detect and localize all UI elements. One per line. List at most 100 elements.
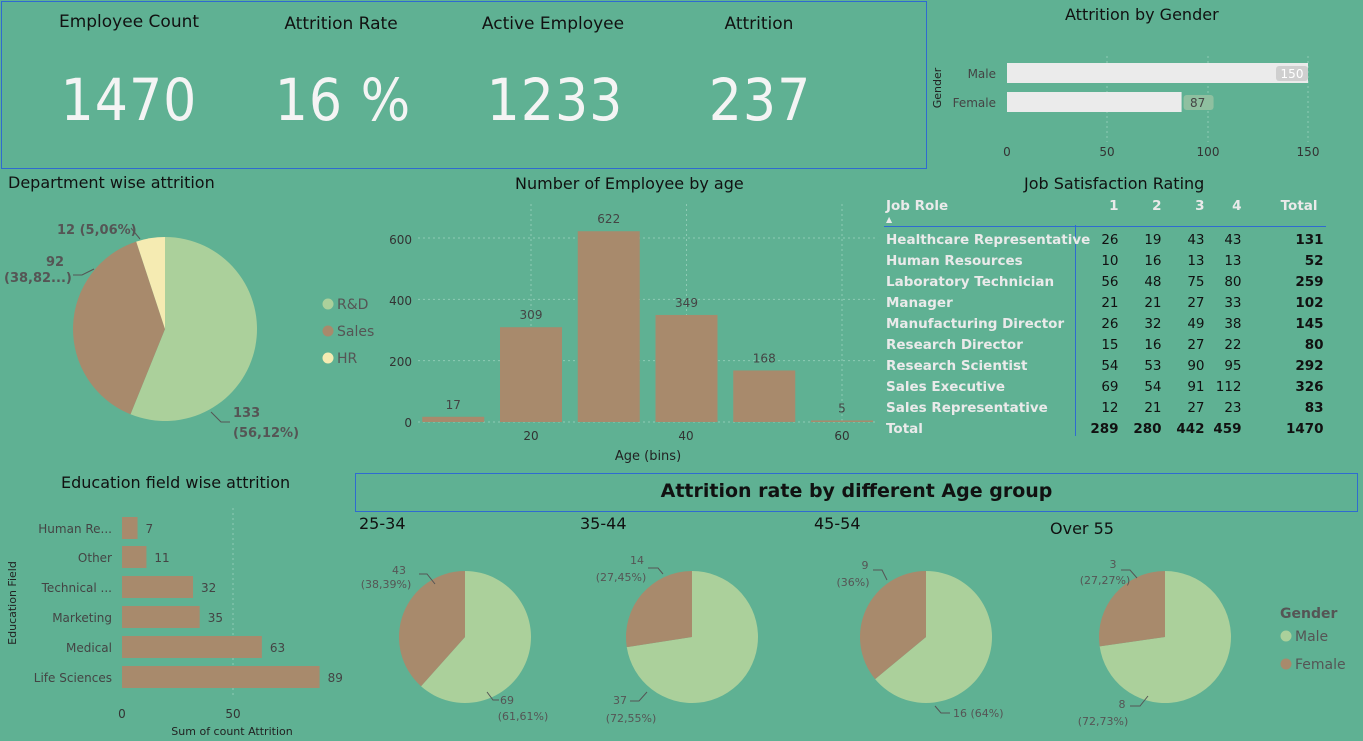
gender-axis-label: Gender (931, 67, 944, 108)
bar-female[interactable] (1007, 92, 1182, 112)
age-bar[interactable] (422, 416, 485, 422)
job-table-header-total[interactable]: Total (1280, 198, 1318, 214)
job-table-header-rule (884, 226, 1326, 227)
education-bar-value: 7 (146, 522, 154, 536)
row-total-cell: 131 (1295, 231, 1324, 248)
pie2-male-leader (630, 691, 648, 702)
pie-slice-rd[interactable] (130, 237, 257, 421)
kpi-value-active-employee: 1233 (486, 66, 624, 134)
job-table-title: Job Satisfaction Rating (1024, 174, 1205, 193)
job-table-header-1[interactable]: 1 (1109, 198, 1119, 214)
table-row: Research Director 15 16 27 22 80 (886, 334, 1330, 355)
rating-cell: 27 (1187, 399, 1205, 416)
dept-label-rd-value: 133 (233, 406, 260, 421)
job-table-header-role[interactable]: Job Role (886, 198, 949, 214)
age-bar[interactable] (811, 420, 873, 422)
rating-cell: 21 (1101, 294, 1119, 311)
bar-male[interactable] (1007, 63, 1308, 83)
pie4-female-leader (1121, 569, 1138, 579)
job-role-cell: Manufacturing Director (886, 315, 1065, 332)
pie3-female-value: 9 (862, 559, 869, 572)
age-bar-label: 168 (753, 351, 776, 365)
dept-label-rd-pct: (56,12%) (233, 426, 299, 441)
job-table-header-4[interactable]: 4 (1232, 198, 1242, 214)
education-bar[interactable] (122, 606, 200, 628)
table-row: Healthcare Representative 26 19 43 43 13… (886, 229, 1330, 250)
department-chart-title: Department wise attrition (8, 173, 215, 192)
education-bar-value: 35 (208, 611, 223, 625)
pie1-male-leader (486, 691, 499, 701)
total-cell: 459 (1213, 420, 1242, 437)
education-bar[interactable] (122, 636, 262, 658)
legend-sales-marker (322, 325, 334, 337)
pie3-female-leader (873, 569, 888, 581)
age-group-pie-female[interactable] (399, 571, 465, 687)
kpi-value-attrition-rate: 16 % (274, 66, 412, 134)
rating-cell: 22 (1224, 336, 1242, 353)
rating-cell: 12 (1101, 399, 1119, 416)
job-role-cell: Research Director (886, 336, 1023, 353)
education-category-label: Medical (66, 641, 112, 655)
dept-legend: R&D Sales HR (322, 297, 374, 367)
job-table-header-3[interactable]: 3 (1195, 198, 1205, 214)
department-chart: 133 (56,12%) 92 (38,82...) 12 (5,06%) R&… (4, 223, 374, 441)
age-bar-label: 309 (520, 308, 543, 322)
pie-slice-hr[interactable] (136, 237, 165, 329)
education-xtick-50: 50 (225, 707, 240, 721)
rating-cell: 43 (1187, 231, 1205, 248)
table-row: Sales Executive 69 54 91 112 326 (886, 376, 1330, 397)
gender-legend-title: Gender (1280, 606, 1337, 622)
rating-cell: 53 (1144, 357, 1162, 374)
bar-value-badge (1183, 95, 1214, 110)
age-group-pie-male[interactable] (875, 571, 992, 703)
job-table-divider (1075, 225, 1076, 436)
age-group-pie-female[interactable] (626, 571, 692, 648)
age-xtick-40: 40 (678, 429, 693, 443)
gender-tick-0: 0 (1003, 145, 1011, 159)
age-group-pie-female[interactable] (1099, 571, 1165, 647)
gender-tick-50: 50 (1099, 145, 1114, 159)
age-bar[interactable] (577, 231, 640, 422)
education-category-label: Other (78, 551, 112, 565)
legend-female-label: Female (1295, 657, 1346, 673)
rating-cell: 26 (1101, 315, 1119, 332)
education-bar[interactable] (122, 546, 147, 568)
age-group-pie-male[interactable] (421, 571, 531, 703)
pie-slice-sales[interactable] (73, 241, 165, 415)
pie4-male-pct: (72,73%) (1078, 715, 1129, 728)
age-bar[interactable] (655, 314, 718, 422)
age-group-pie-female[interactable] (860, 571, 926, 680)
rating-cell: 48 (1144, 273, 1162, 290)
legend-male-marker (1280, 630, 1292, 642)
legend-hr-marker (322, 352, 334, 364)
education-ylabel: Education Field (6, 561, 19, 645)
job-role-cell: Manager (886, 294, 953, 311)
education-bar[interactable] (122, 666, 320, 688)
education-category-label: Life Sciences (34, 671, 112, 685)
age-bar-label: 622 (597, 212, 620, 226)
job-table-header-2[interactable]: 2 (1152, 198, 1162, 214)
job-role-cell: Healthcare Representative (886, 231, 1091, 248)
age-bar[interactable] (500, 327, 562, 422)
pie2-female-pct: (27,45%) (596, 571, 647, 584)
education-bar[interactable] (122, 517, 138, 539)
row-total-cell: 326 (1295, 378, 1324, 395)
table-row: Laboratory Technician 56 48 75 80 259 (886, 271, 1330, 292)
education-xlabel: Sum of count Attrition (171, 725, 292, 738)
rating-cell: 27 (1187, 294, 1205, 311)
legend-female-marker (1280, 658, 1292, 670)
rating-cell: 16 (1144, 336, 1162, 353)
kpi-panel (1, 1, 927, 169)
kpi-title-employee-count: Employee Count (58, 12, 200, 32)
age-group-pie-male[interactable] (626, 571, 758, 703)
pie3-male-value: 16 (64%) (953, 707, 1004, 720)
rating-cell: 13 (1187, 252, 1205, 269)
age-group-pie-male[interactable] (1099, 571, 1231, 703)
rating-cell: 75 (1187, 273, 1205, 290)
rating-cell: 38 (1224, 315, 1242, 332)
age-ytick-200: 200 (389, 355, 412, 369)
age-bar[interactable] (733, 370, 796, 422)
category-label: Male (968, 67, 996, 81)
sort-ascending-icon[interactable]: ▲ (886, 215, 893, 224)
education-bar[interactable] (122, 576, 194, 598)
